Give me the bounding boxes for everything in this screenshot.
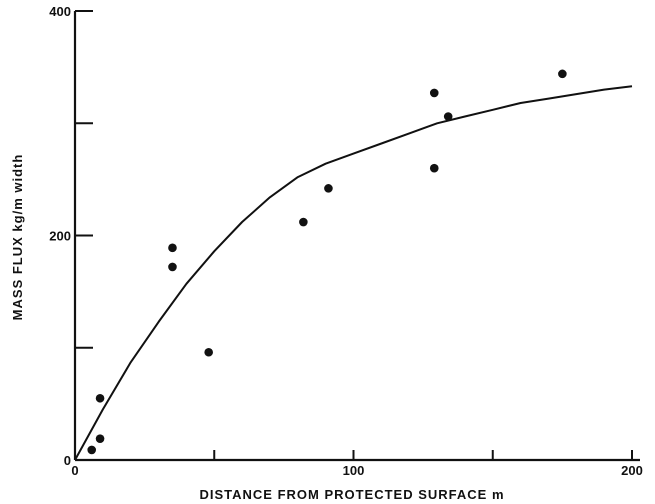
fit-curve [74,85,633,461]
data-point-2 [95,434,105,443]
fit-curve-layer [74,85,633,461]
axes [73,11,640,462]
y-axis-title: MASS FLUX kg/m width [10,154,25,321]
data-point-6 [204,347,213,357]
data-point-1 [87,445,97,455]
x-tick-label-200: 200 [621,463,643,478]
x-tick-label-100: 100 [343,463,365,478]
data-point-4 [168,262,177,272]
data-point-7 [299,217,308,227]
x-tick-label-0: 0 [71,463,78,478]
ticks: 0 200 400 0 100 200 [49,4,643,478]
data-point-8 [324,184,333,193]
y-tick-label-400: 400 [49,4,71,19]
data-point-10 [429,88,439,98]
data-point-3 [95,393,105,403]
x-axis-title: DISTANCE FROM PROTECTED SURFACE m [199,487,504,502]
data-point-12 [558,69,567,79]
data-point-11 [443,112,453,121]
y-tick-label-200: 200 [49,229,71,244]
data-point-9 [429,163,439,173]
data-points-layer [87,69,567,455]
y-tick-label-0: 0 [64,453,71,468]
data-point-5 [168,243,177,253]
